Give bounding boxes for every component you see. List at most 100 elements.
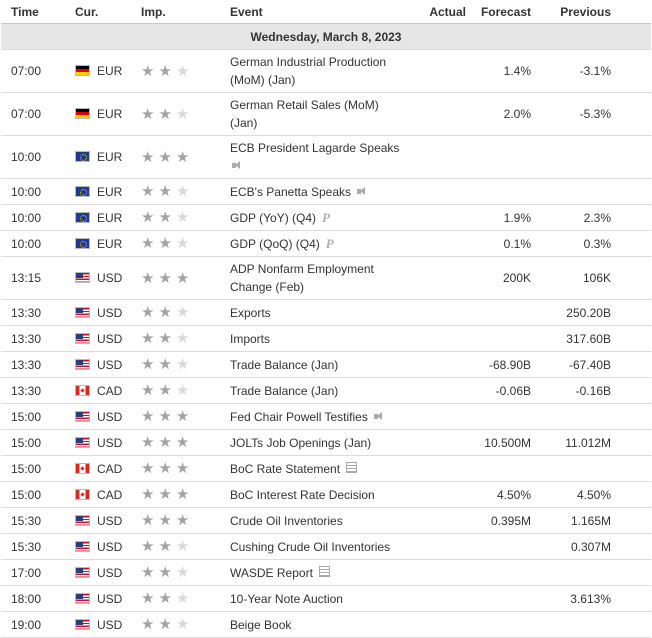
speech-icon[interactable]	[373, 411, 385, 421]
event-name[interactable]: Imports	[230, 325, 406, 352]
star-icon: ★	[175, 564, 190, 581]
report-icon[interactable]	[346, 461, 358, 473]
event-name-text: BoC Rate Statement	[230, 461, 341, 476]
event-name[interactable]: 10-Year Note Auction	[230, 585, 406, 612]
speech-icon[interactable]	[232, 161, 243, 170]
event-currency: USD	[75, 533, 141, 560]
event-name[interactable]: ECB's Panetta Speaks	[230, 178, 406, 205]
speech-icon[interactable]	[357, 186, 368, 196]
star-icon: ★	[141, 460, 155, 477]
star-icon: ★	[158, 356, 172, 373]
event-row[interactable]: 10:00 EUR ★ ★ ★ ECB's Panetta Speaks	[1, 178, 651, 205]
event-name-text: (MoM) (Jan)	[230, 73, 296, 87]
star-icon: ★	[175, 269, 190, 287]
header-importance[interactable]: Imp.	[141, 0, 230, 24]
event-name[interactable]: Fed Chair Powell Testifies	[230, 403, 406, 430]
event-name[interactable]: German Industrial Production (MoM) (Jan)	[230, 49, 406, 93]
event-row[interactable]: 15:30 USD ★ ★ ★ Crude Oil Inventories 0.395M 1.…	[1, 507, 651, 534]
event-row[interactable]: 13:30 USD ★ ★ ★ Exports 250.20B	[1, 299, 651, 326]
star-icon: ★	[141, 105, 155, 123]
event-name-text: 10-Year Note Auction	[230, 591, 343, 606]
event-time: 15:00	[1, 481, 75, 508]
event-currency: EUR	[75, 49, 141, 93]
event-row[interactable]: 13:30 CAD ★ ★ ★ Trade Balance (Jan) -0.06B -0.1…	[1, 377, 651, 404]
event-currency: USD	[75, 585, 141, 612]
header-time[interactable]: Time	[1, 0, 75, 24]
event-row[interactable]: 13:30 USD ★ ★ ★ Trade Balance (Jan) -68.90B -67…	[1, 351, 651, 378]
importance-stars: ★ ★ ★	[141, 487, 189, 502]
event-name[interactable]: JOLTs Job Openings (Jan)	[230, 429, 406, 456]
event-name[interactable]: ECB President Lagarde Speaks	[230, 135, 406, 179]
event-row[interactable]: 17:00 USD ★ ★ ★ WASDE Report	[1, 559, 651, 586]
event-actual	[406, 135, 466, 179]
event-name[interactable]: Cushing Crude Oil Inventories	[230, 533, 406, 560]
star-icon: ★	[141, 235, 155, 252]
header-event[interactable]: Event	[230, 0, 406, 24]
star-icon: ★	[175, 590, 190, 607]
event-name[interactable]: Crude Oil Inventories	[230, 507, 406, 534]
event-name[interactable]: Trade Balance (Jan)	[230, 351, 406, 378]
importance-stars: ★ ★ ★	[141, 461, 189, 476]
preliminary-icon[interactable]: P	[325, 235, 334, 251]
event-name-text: JOLTs Job Openings (Jan)	[230, 435, 372, 450]
event-row[interactable]: 15:00 USD ★ ★ ★ Fed Chair Powell Testifies	[1, 403, 651, 430]
event-row[interactable]: 10:00 EUR ★ ★ ★ ECB President Lagarde Speaks	[1, 135, 651, 179]
event-row[interactable]: 07:00 EUR ★ ★ ★ German Retail Sales (MoM) (Jan…	[1, 92, 651, 136]
event-name[interactable]: GDP (QoQ) (Q4) P	[230, 230, 406, 257]
currency-code: CAD	[97, 461, 123, 476]
event-name[interactable]: ADP Nonfarm Employment Change (Feb)	[230, 256, 406, 300]
event-importance: ★ ★ ★	[141, 403, 230, 430]
star-icon: ★	[175, 105, 190, 123]
event-name-line: 10-Year Note Auction	[230, 590, 400, 608]
event-name[interactable]: WASDE Report	[230, 559, 406, 586]
preliminary-icon[interactable]: P	[322, 209, 330, 225]
currency-code: EUR	[97, 210, 123, 225]
header-previous[interactable]: Previous	[537, 0, 651, 24]
event-currency: USD	[75, 403, 141, 430]
event-row[interactable]: 18:00 USD ★ ★ ★ 10-Year Note Auction 3.613%	[1, 585, 651, 612]
event-actual	[406, 533, 466, 560]
event-importance: ★ ★ ★	[141, 559, 230, 586]
event-name[interactable]: Beige Book	[230, 611, 406, 638]
event-row[interactable]: 10:00 EUR ★ ★ ★ GDP (QoQ) (Q4) P 0.1% 0.3%	[1, 230, 651, 257]
event-importance: ★ ★ ★	[141, 92, 230, 136]
event-previous: 3.613%	[537, 585, 651, 612]
star-icon: ★	[158, 616, 172, 633]
event-actual	[406, 559, 466, 586]
event-name-text: Cushing Crude Oil Inventories	[230, 539, 391, 554]
event-time: 17:00	[1, 559, 75, 586]
event-previous	[537, 403, 651, 430]
event-row[interactable]: 07:00 EUR ★ ★ ★ German Industrial Production(…	[1, 49, 651, 93]
star-icon: ★	[158, 486, 172, 503]
header-actual[interactable]: Actual	[406, 0, 466, 24]
currency-code: USD	[97, 513, 123, 528]
report-icon[interactable]	[318, 565, 330, 577]
event-row[interactable]: 15:00 CAD ★ ★ ★ BoC Interest Rate Decision 4.5…	[1, 481, 651, 508]
header-row: Time Cur. Imp. Event Actual Forecast Pre…	[1, 0, 651, 24]
flag-us-icon	[75, 272, 90, 283]
event-row[interactable]: 10:00 EUR ★ ★ ★ GDP (YoY) (Q4) P 1.9% 2.3%	[1, 204, 651, 231]
event-name[interactable]: Exports	[230, 299, 406, 326]
event-row[interactable]: 15:30 USD ★ ★ ★ Cushing Crude Oil Inventories…	[1, 533, 651, 560]
event-name[interactable]: BoC Rate Statement	[230, 455, 406, 482]
event-currency: USD	[75, 325, 141, 352]
flag-ca-icon	[75, 462, 90, 474]
event-row[interactable]: 13:15 USD ★ ★ ★ ADP Nonfarm Employment Change …	[1, 256, 651, 300]
event-previous	[537, 559, 651, 586]
event-name[interactable]: Trade Balance (Jan)	[230, 377, 406, 404]
flag-us-icon	[75, 514, 90, 526]
event-name[interactable]: BoC Interest Rate Decision	[230, 481, 406, 508]
event-importance: ★ ★ ★	[141, 351, 230, 378]
event-row[interactable]: 13:30 USD ★ ★ ★ Imports 317.60B	[1, 325, 651, 352]
event-row[interactable]: 15:00 USD ★ ★ ★ JOLTs Job Openings (Jan) 10.50…	[1, 429, 651, 456]
event-forecast: 0.395M	[466, 507, 537, 534]
event-name[interactable]: German Retail Sales (MoM) (Jan)	[230, 92, 406, 136]
event-row[interactable]: 15:00 CAD ★ ★ ★ BoC Rate Statement	[1, 455, 651, 482]
event-row[interactable]: 19:00 USD ★ ★ ★ Beige Book	[1, 611, 651, 638]
event-name[interactable]: GDP (YoY) (Q4) P	[230, 204, 406, 231]
header-forecast[interactable]: Forecast	[466, 0, 537, 24]
event-name-line: BoC Rate Statement	[230, 460, 400, 478]
header-currency[interactable]: Cur.	[75, 0, 141, 24]
event-time: 18:00	[1, 585, 75, 612]
